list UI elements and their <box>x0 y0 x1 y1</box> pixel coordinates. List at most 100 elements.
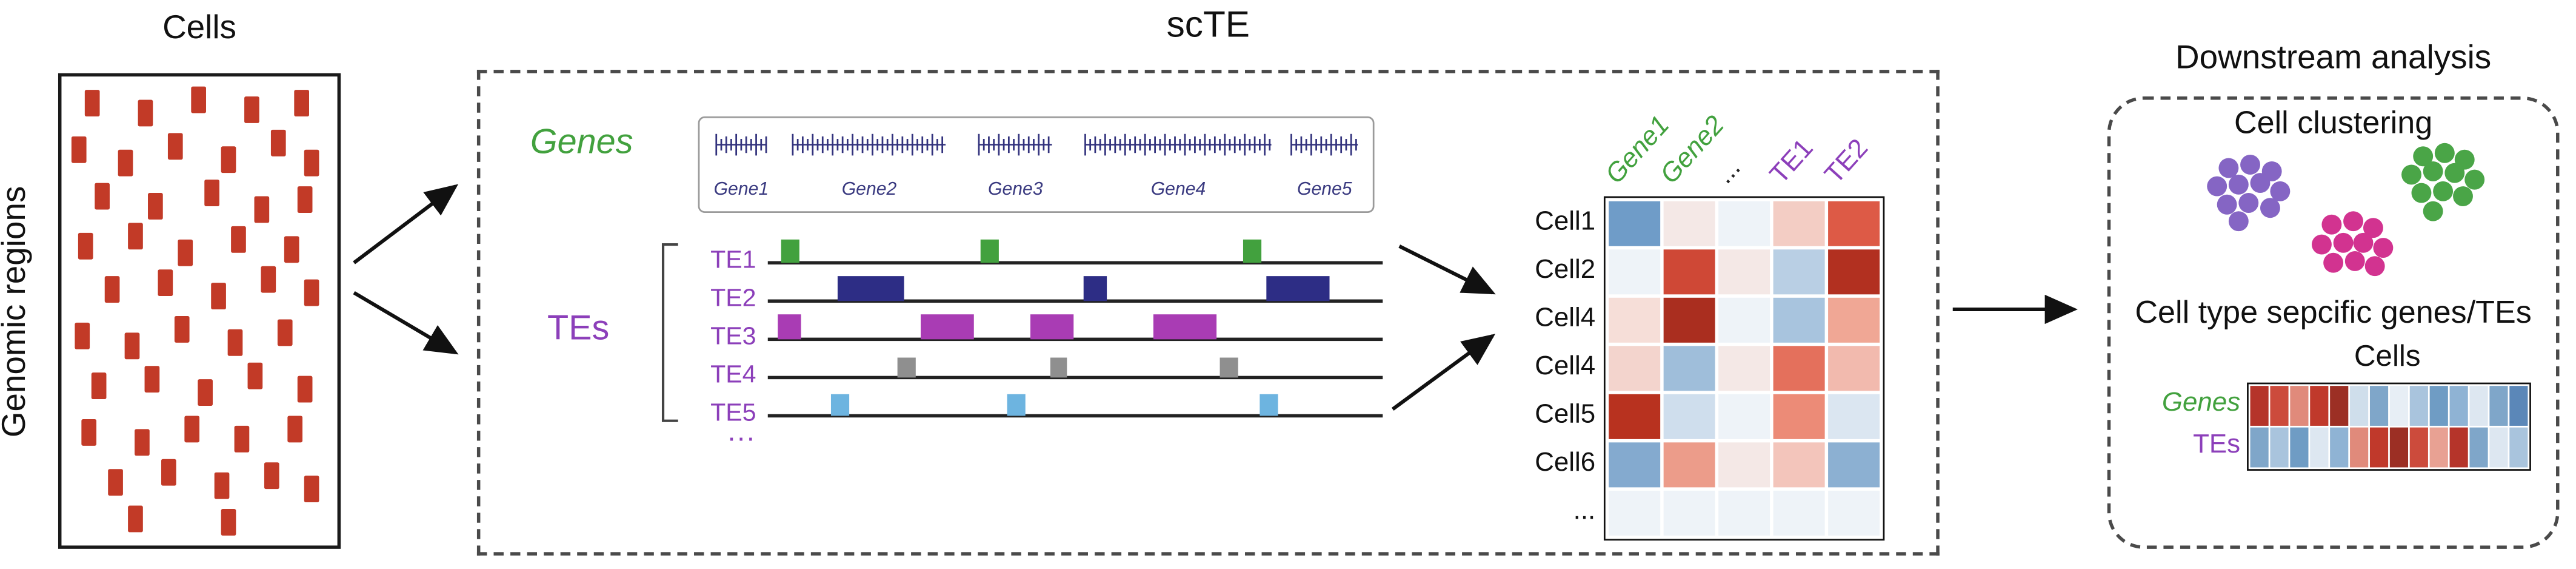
genomic-mark <box>124 332 140 360</box>
genomic-mark <box>84 90 100 116</box>
matrix-cell <box>1609 490 1661 536</box>
mini-cell <box>2469 386 2488 426</box>
matrix-row-label: Cell6 <box>1535 449 1596 477</box>
te-block <box>897 357 916 378</box>
genomic-mark <box>221 146 236 173</box>
mini-cell <box>2369 427 2389 468</box>
mini-cell <box>2350 427 2369 468</box>
matrix-cell <box>1773 394 1825 439</box>
matrix-cell <box>1663 297 1715 343</box>
matrix-cell <box>1718 297 1770 343</box>
matrix-cell <box>1663 490 1715 536</box>
genomic-mark <box>144 366 160 393</box>
gene-track-svg: Gene1 Gene2 Gene3 Gene4 Gene5 <box>714 133 1358 199</box>
genomic-mark <box>284 236 299 263</box>
genomic-mark <box>304 279 319 306</box>
genomic-mark <box>174 315 190 343</box>
te-block <box>778 314 801 340</box>
matrix-cell <box>1609 442 1661 488</box>
celltype-title: Cell type sepcific genes/TEs <box>2135 296 2532 331</box>
mini-cell <box>2469 427 2488 468</box>
gene-label: Gene1 <box>714 179 769 199</box>
te-block <box>1083 276 1107 301</box>
genomic-mark <box>211 283 226 309</box>
matrix-cell <box>1773 490 1825 536</box>
genomic-mark <box>304 149 319 177</box>
mini-cell <box>2290 386 2309 426</box>
mini-cell <box>2350 386 2369 426</box>
matrix-cell <box>1828 442 1880 488</box>
genomic-mark <box>304 476 319 503</box>
downstream-box <box>2107 96 2560 549</box>
gene-label: Gene5 <box>1297 179 1352 199</box>
cell-clustering-title: Cell clustering <box>2234 106 2433 142</box>
genomic-mark <box>167 133 183 160</box>
genomic-mark <box>158 269 173 297</box>
genomic-mark <box>138 99 153 127</box>
genomic-mark <box>244 96 259 123</box>
te-row-label: TE4 <box>710 360 756 389</box>
te-block <box>1030 314 1074 340</box>
flow-arrow-left-bottom <box>353 291 459 355</box>
mini-cell <box>2489 427 2508 468</box>
genomic-mark <box>287 416 303 443</box>
genomic-mark <box>128 505 143 533</box>
matrix-cell <box>1663 249 1715 295</box>
mini-cell <box>2409 427 2428 468</box>
matrix-cell <box>1663 201 1715 246</box>
genomic-mark <box>108 469 123 496</box>
mini-heatmap-title: Cells <box>2354 339 2421 373</box>
matrix-cell <box>1609 249 1661 295</box>
matrix-cell <box>1718 249 1770 295</box>
gene-glyph: Gene5 <box>1290 133 1358 199</box>
matrix-cell <box>1663 394 1715 439</box>
mini-row-label: TEs <box>2193 431 2241 459</box>
mini-cell <box>2429 386 2448 426</box>
matrix-cell <box>1828 201 1880 246</box>
te-ellipsis: ... <box>727 416 756 448</box>
genomic-mark <box>247 362 263 389</box>
mini-cell <box>2310 386 2329 426</box>
matrix-cell <box>1773 249 1825 295</box>
te-block <box>1153 314 1217 340</box>
mini-cell <box>2409 386 2428 426</box>
genomic-mark <box>104 276 120 303</box>
mini-heatmap <box>2247 382 2531 471</box>
mini-cell <box>2310 427 2329 468</box>
mini-cell <box>2389 427 2409 468</box>
scte-title: scTE <box>1166 3 1250 45</box>
genomic-mark <box>297 375 313 403</box>
mini-cell <box>2449 427 2468 468</box>
gene-track: Gene1 Gene2 Gene3 Gene4 Gene5 <box>698 116 1375 213</box>
matrix-cell <box>1718 346 1770 391</box>
genomic-mark <box>214 472 230 499</box>
te-row-label: TE2 <box>710 284 756 313</box>
mini-cell <box>2270 427 2289 468</box>
genomic-mark <box>234 425 250 453</box>
left-panel-title: Cells <box>162 10 236 47</box>
genomic-mark <box>254 196 270 223</box>
mini-cell <box>2429 427 2448 468</box>
genomic-mark <box>71 136 87 163</box>
genomic-mark <box>118 149 133 177</box>
mini-cell <box>2509 386 2528 426</box>
mini-cell <box>2489 386 2508 426</box>
genomic-mark <box>297 186 313 213</box>
matrix-cell <box>1609 346 1661 391</box>
matrix-cell <box>1828 394 1880 439</box>
te-block <box>1260 394 1278 416</box>
mini-cell <box>2509 427 2528 468</box>
matrix-cell <box>1828 346 1880 391</box>
genomic-mark <box>204 180 219 206</box>
matrix-cell <box>1773 297 1825 343</box>
te-block <box>1266 276 1330 301</box>
genomic-mark <box>221 509 236 536</box>
mini-cell <box>2290 427 2309 468</box>
genomic-mark <box>184 416 200 443</box>
matrix-row-label: Cell4 <box>1535 304 1596 333</box>
genomic-mark <box>95 183 110 210</box>
gene-label: Gene2 <box>842 179 897 199</box>
te-line <box>767 261 1383 264</box>
genomic-mark <box>128 223 143 250</box>
